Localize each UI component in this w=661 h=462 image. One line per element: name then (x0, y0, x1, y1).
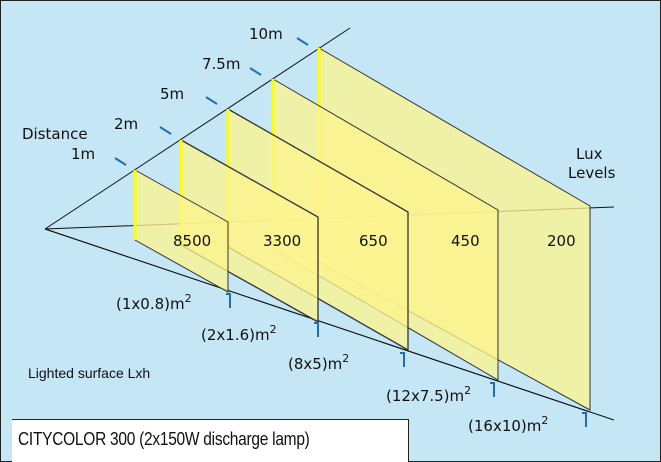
ray-top (44, 27, 351, 230)
surface-label-3: (8x5)m2 (288, 352, 349, 373)
lux-levels-label-2: Levels (568, 164, 616, 182)
surface-tick-4 (490, 382, 495, 397)
distance-label: Distance (22, 125, 88, 143)
distance-5m: 5m (160, 85, 184, 103)
lux-levels-label-1: Lux (576, 145, 603, 163)
lux-value-7.5m: 450 (451, 232, 480, 250)
surface-tick-3 (400, 352, 405, 367)
surface-label-2-exp: 2 (270, 323, 277, 336)
distance-ticks (114, 37, 309, 166)
product-title-box: CITYCOLOR 300 (2x150W discharge lamp) (12, 419, 409, 462)
surface-tick-2 (314, 322, 319, 337)
product-title: CITYCOLOR 300 (2x150W discharge lamp) (18, 429, 310, 449)
distance-10m: 10m (249, 25, 283, 43)
lux-value-2m: 3300 (263, 232, 301, 250)
surface-label-5-exp: 2 (541, 414, 548, 427)
surface-label-4-exp: 2 (464, 384, 471, 397)
lux-value-10m: 200 (547, 232, 576, 250)
tick-5m (205, 96, 218, 105)
surface-label-1-exp: 2 (185, 292, 192, 305)
surface-label-5: (16x10)m2 (468, 414, 548, 435)
surface-label-4: (12x7.5)m2 (386, 384, 471, 405)
surface-label-2: (2x1.6)m2 (201, 323, 277, 344)
tick-2m (159, 126, 172, 135)
lux-value-1m: 8500 (173, 232, 211, 250)
distance-1m: 1m (71, 145, 95, 163)
surface-label-3-base: (8x5)m (288, 355, 342, 373)
surface-label-2-base: (2x1.6)m (201, 326, 270, 344)
surface-label-1: (1x0.8)m2 (116, 292, 192, 313)
lux-value-5m: 650 (359, 232, 388, 250)
distance-7.5m: 7.5m (202, 55, 240, 73)
surface-ticks (226, 293, 587, 427)
tick-7.5m (249, 67, 262, 76)
illumination-panels (133, 47, 591, 411)
tick-1m (114, 157, 127, 166)
surface-label-3-exp: 2 (342, 352, 349, 365)
surface-tick-5 (582, 412, 587, 427)
distance-2m: 2m (114, 115, 138, 133)
tick-10m (296, 37, 309, 46)
surface-label-4-base: (12x7.5)m (386, 387, 464, 405)
surface-label-5-base: (16x10)m (468, 417, 541, 435)
surface-label-1-base: (1x0.8)m (116, 295, 185, 313)
surface-tick-1 (226, 293, 231, 308)
lighted-surface-label: Lighted surface Lxh (28, 365, 150, 381)
